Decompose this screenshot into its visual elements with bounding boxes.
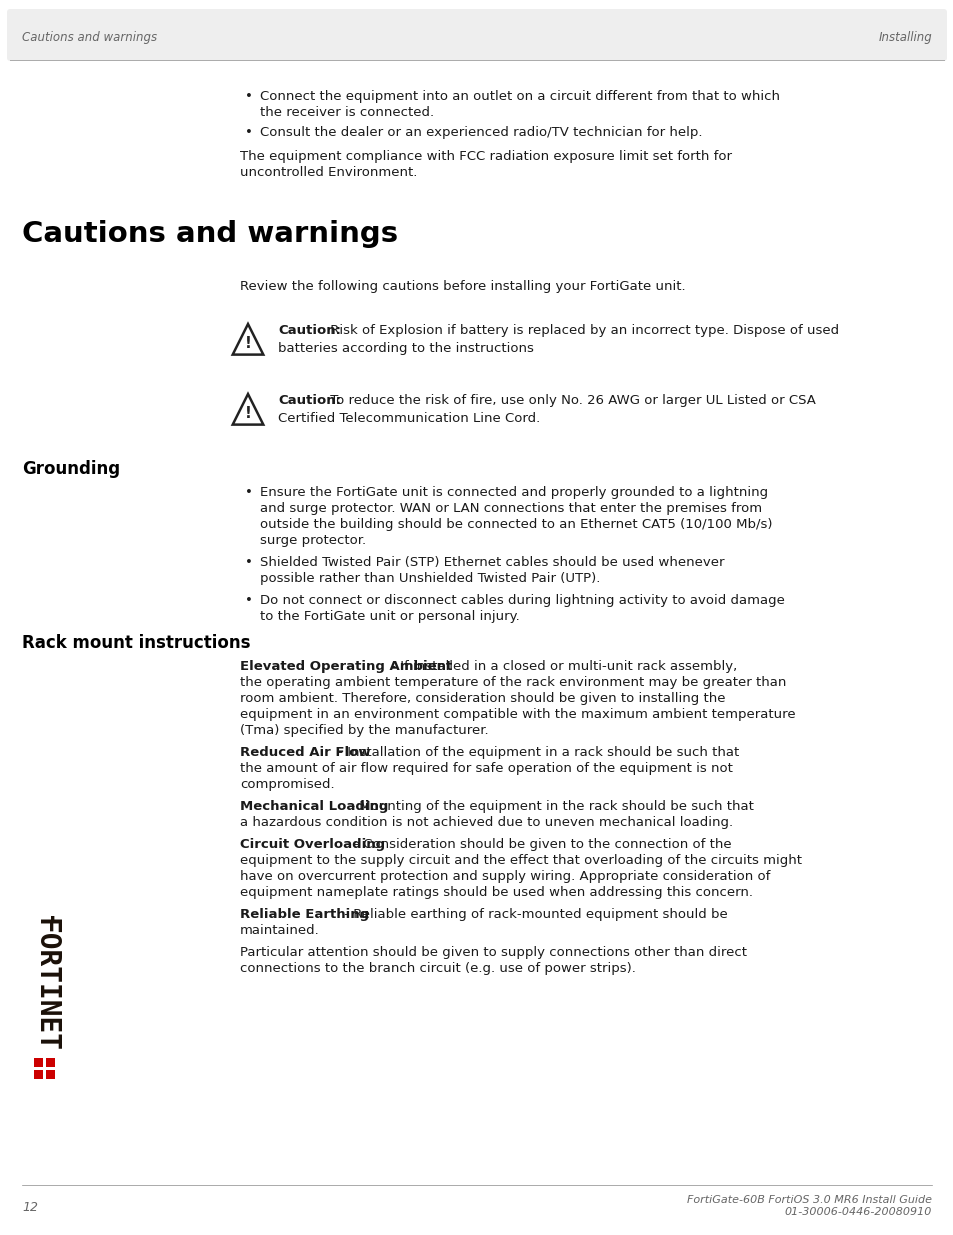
Text: surge protector.: surge protector. [260, 534, 366, 547]
Text: Reduced Air Flow: Reduced Air Flow [240, 746, 370, 760]
Bar [47, 1070, 55, 1079]
Text: Reliable Earthing: Reliable Earthing [240, 908, 369, 921]
Text: and surge protector. WAN or LAN connections that enter the premises from: and surge protector. WAN or LAN connecti… [260, 501, 761, 515]
FancyBboxPatch shape [7, 9, 946, 61]
Text: !: ! [244, 336, 252, 351]
Text: a hazardous condition is not achieved due to uneven mechanical loading.: a hazardous condition is not achieved du… [240, 816, 732, 829]
Text: ·: · [50, 910, 56, 930]
Text: •: • [245, 594, 253, 606]
Text: batteries according to the instructions: batteries according to the instructions [277, 342, 534, 354]
Text: Elevated Operating Ambient: Elevated Operating Ambient [240, 659, 452, 673]
Text: Circuit Overloading: Circuit Overloading [240, 839, 385, 851]
Bar [47, 1058, 55, 1067]
Text: - Reliable earthing of rack-mounted equipment should be: - Reliable earthing of rack-mounted equi… [339, 908, 727, 921]
Text: the amount of air flow required for safe operation of the equipment is not: the amount of air flow required for safe… [240, 762, 732, 776]
Text: To reduce the risk of fire, use only No. 26 AWG or larger UL Listed or CSA: To reduce the risk of fire, use only No.… [326, 394, 815, 408]
Text: Ensure the FortiGate unit is connected and properly grounded to a lightning: Ensure the FortiGate unit is connected a… [260, 487, 767, 499]
Text: compromised.: compromised. [240, 778, 335, 790]
Text: •: • [245, 126, 253, 140]
Text: Shielded Twisted Pair (STP) Ethernet cables should be used whenever: Shielded Twisted Pair (STP) Ethernet cab… [260, 556, 723, 569]
Text: - Installation of the equipment in a rack should be such that: - Installation of the equipment in a rac… [334, 746, 739, 760]
Text: - Mounting of the equipment in the rack should be such that: - Mounting of the equipment in the rack … [346, 800, 753, 813]
Text: room ambient. Therefore, consideration should be given to installing the: room ambient. Therefore, consideration s… [240, 692, 724, 705]
Text: uncontrolled Environment.: uncontrolled Environment. [240, 165, 417, 179]
Text: 01-30006-0446-20080910: 01-30006-0446-20080910 [783, 1207, 931, 1216]
Text: Consult the dealer or an experienced radio/TV technician for help.: Consult the dealer or an experienced rad… [260, 126, 701, 140]
Text: maintained.: maintained. [240, 924, 319, 937]
Text: FORTINET: FORTINET [30, 918, 59, 1052]
Bar [34, 1070, 44, 1079]
Text: Installing: Installing [878, 32, 931, 44]
Text: Caution:: Caution: [277, 394, 340, 408]
Text: Cautions and warnings: Cautions and warnings [22, 220, 397, 248]
Text: 12: 12 [22, 1200, 38, 1214]
Text: •: • [245, 556, 253, 569]
Text: have on overcurrent protection and supply wiring. Appropriate consideration of: have on overcurrent protection and suppl… [240, 869, 770, 883]
Text: Rack mount instructions: Rack mount instructions [22, 634, 251, 652]
Text: Connect the equipment into an outlet on a circuit different from that to which: Connect the equipment into an outlet on … [260, 90, 780, 103]
Text: •: • [245, 90, 253, 103]
Text: (Tma) specified by the manufacturer.: (Tma) specified by the manufacturer. [240, 724, 488, 737]
Text: The equipment compliance with FCC radiation exposure limit set forth for: The equipment compliance with FCC radiat… [240, 149, 731, 163]
Text: possible rather than Unshielded Twisted Pair (UTP).: possible rather than Unshielded Twisted … [260, 572, 599, 585]
Text: !: ! [244, 406, 252, 421]
Bar [34, 1058, 44, 1067]
Text: Review the following cautions before installing your FortiGate unit.: Review the following cautions before ins… [240, 280, 685, 293]
Text: •: • [245, 487, 253, 499]
Text: FortiGate-60B FortiOS 3.0 MR6 Install Guide: FortiGate-60B FortiOS 3.0 MR6 Install Gu… [686, 1195, 931, 1205]
Text: equipment nameplate ratings should be used when addressing this concern.: equipment nameplate ratings should be us… [240, 885, 752, 899]
Text: Particular attention should be given to supply connections other than direct: Particular attention should be given to … [240, 946, 746, 960]
Text: connections to the branch circuit (e.g. use of power strips).: connections to the branch circuit (e.g. … [240, 962, 636, 974]
Text: Cautions and warnings: Cautions and warnings [22, 32, 157, 44]
Text: outside the building should be connected to an Ethernet CAT5 (10/100 Mb/s): outside the building should be connected… [260, 517, 772, 531]
Text: the receiver is connected.: the receiver is connected. [260, 106, 434, 119]
Text: equipment to the supply circuit and the effect that overloading of the circuits : equipment to the supply circuit and the … [240, 853, 801, 867]
Text: Do not connect or disconnect cables during lightning activity to avoid damage: Do not connect or disconnect cables duri… [260, 594, 784, 606]
Text: the operating ambient temperature of the rack environment may be greater than: the operating ambient temperature of the… [240, 676, 785, 689]
Text: - Consideration should be given to the connection of the: - Consideration should be given to the c… [350, 839, 731, 851]
Text: Caution:: Caution: [277, 324, 340, 337]
Text: Mechanical Loading: Mechanical Loading [240, 800, 388, 813]
Text: Grounding: Grounding [22, 459, 120, 478]
Text: Certified Telecommunication Line Cord.: Certified Telecommunication Line Cord. [277, 412, 539, 425]
Text: - If installed in a closed or multi-unit rack assembly,: - If installed in a closed or multi-unit… [387, 659, 737, 673]
Text: Risk of Explosion if battery is replaced by an incorrect type. Dispose of used: Risk of Explosion if battery is replaced… [326, 324, 839, 337]
Text: equipment in an environment compatible with the maximum ambient temperature: equipment in an environment compatible w… [240, 708, 795, 721]
Text: to the FortiGate unit or personal injury.: to the FortiGate unit or personal injury… [260, 610, 519, 622]
